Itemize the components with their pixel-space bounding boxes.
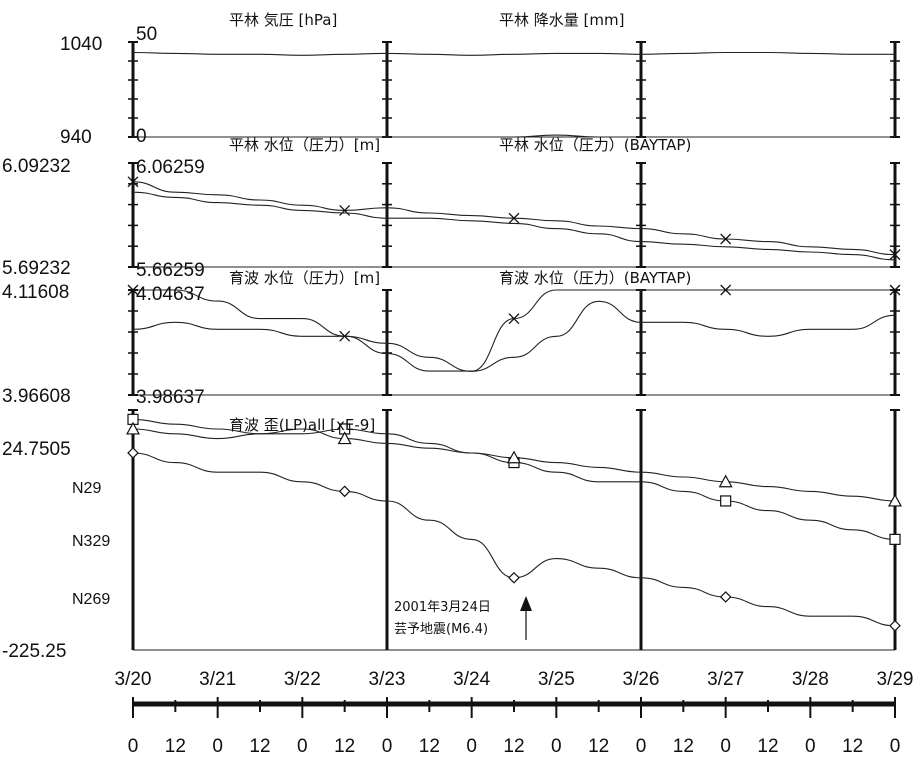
panel-title: 平林 降水量 [mm] (499, 11, 624, 29)
left-axis-label: 5.69232 (2, 258, 71, 279)
hour-tick-label: 0 (636, 736, 647, 757)
x-marker-stroke (889, 284, 901, 296)
hour-tick-label: 12 (249, 736, 270, 757)
panel-frames (128, 41, 900, 651)
hour-tick-label: 12 (503, 736, 524, 757)
x-marker-stroke (508, 313, 520, 325)
x-marker (889, 284, 901, 296)
triangle-marker (887, 493, 903, 507)
diamond-marker (127, 447, 139, 459)
annotation-text: 2001年3月24日 (394, 600, 491, 615)
triangle-marker (718, 474, 733, 488)
hour-tick-label: 0 (466, 736, 477, 757)
panel-title: 平林 水位（圧力）[m] (229, 136, 380, 154)
series-line (132, 452, 896, 627)
triangle-marker (506, 450, 522, 464)
annotation-text: 芸予地震(M6.4) (394, 621, 488, 637)
right-axis-label: 5.66259 (136, 260, 205, 281)
hour-tick-label: 12 (334, 736, 355, 757)
hour-tick-label: 0 (128, 736, 139, 757)
strain-tick-label: N29 (72, 480, 101, 497)
right-axis-label: 4.04637 (136, 284, 205, 305)
series-line (132, 418, 896, 540)
date-tick-label: 3/28 (792, 669, 829, 690)
hour-tick-label: 12 (757, 736, 778, 757)
x-marker (720, 284, 732, 296)
hour-tick-label: 12 (588, 736, 609, 757)
panel-title: 平林 気圧 [hPa] (229, 11, 337, 29)
hour-tick-label: 0 (890, 736, 901, 757)
triangle-marker (337, 431, 352, 445)
diamond-marker (508, 571, 520, 584)
x-marker-stroke (339, 204, 351, 216)
series-line (132, 51, 895, 56)
hour-tick-label: 0 (212, 736, 223, 757)
panel-title: 育波 水位（圧力）[m] (229, 269, 380, 287)
x-marker (508, 313, 520, 325)
left-axis-label: 24.7505 (2, 439, 71, 460)
right-axis-label: 3.98637 (136, 387, 205, 408)
square-marker (720, 495, 732, 507)
x-axis: 3/20 3/21 3/22 3/23 3/24 3/25 3/26 3/27 3/28 3/29… (115, 669, 914, 757)
strain-tick-label: N269 (72, 591, 110, 608)
x-marker (508, 212, 520, 224)
x-marker-stroke (127, 176, 139, 188)
annotation-arrow-head (520, 596, 532, 611)
series-layer (125, 51, 903, 632)
series-line (132, 300, 896, 372)
date-tick-label: 3/22 (284, 669, 321, 690)
series-line (132, 191, 896, 261)
left-axis-label: 4.11608 (2, 282, 69, 303)
series-line (132, 134, 895, 138)
x-marker (127, 284, 139, 296)
date-tick-label: 3/24 (453, 669, 490, 690)
date-tick-label: 3/29 (877, 669, 914, 690)
left-axis-label: 940 (60, 127, 92, 148)
left-axis-label: 1040 (60, 34, 102, 55)
x-marker-stroke (127, 284, 139, 296)
panel-title: 育波 水位（圧力）(BAYTAP) (499, 269, 691, 287)
hour-tick-label: 12 (165, 736, 186, 757)
x-marker (720, 233, 732, 245)
right-axis-label: 50 (136, 24, 157, 45)
panel-title: 育波 歪(LP)all [xE-9] (229, 416, 375, 434)
x-marker-stroke (889, 249, 901, 261)
panel-title: 平林 水位（圧力）(BAYTAP) (499, 136, 691, 154)
diamond-marker (338, 485, 351, 498)
left-axis-label: -225.25 (2, 641, 66, 662)
x-marker-stroke (508, 212, 520, 224)
right-axis-label: 0 (136, 126, 147, 147)
x-marker (127, 176, 139, 188)
hour-tick-label: 0 (805, 736, 816, 757)
hour-tick-label: 12 (842, 736, 863, 757)
date-tick-label: 3/20 (115, 669, 152, 690)
series-line (133, 289, 895, 372)
diamond-marker (719, 591, 732, 603)
hour-tick-label: 0 (720, 736, 731, 757)
diamond-marker (889, 619, 901, 632)
right-axis-label: 6.06259 (136, 157, 205, 178)
hour-tick-label: 0 (382, 736, 393, 757)
hour-tick-label: 0 (551, 736, 562, 757)
left-axis-label: 3.96608 (2, 386, 71, 407)
date-tick-label: 3/21 (199, 669, 236, 690)
triangle-marker (125, 421, 141, 435)
left-axis-label: 6.09232 (2, 156, 71, 177)
hour-tick-label: 12 (419, 736, 440, 757)
date-tick-label: 3/26 (623, 669, 660, 690)
axis-labels: 平林 気圧 [hPa] 平林 降水量 [mm] 平林 水位（圧力）[m] 平林 水位（… (2, 11, 691, 662)
x-marker-stroke (720, 233, 732, 245)
x-marker (339, 204, 351, 216)
hour-tick-label: 0 (297, 736, 308, 757)
x-marker-stroke (720, 284, 732, 296)
hour-tick-label: 12 (673, 736, 694, 757)
strain-tick-label: N329 (72, 533, 110, 550)
date-tick-label: 3/23 (369, 669, 406, 690)
square-marker (889, 533, 901, 545)
date-tick-label: 3/27 (707, 669, 744, 690)
date-tick-label: 3/25 (538, 669, 575, 690)
x-marker (889, 249, 901, 261)
